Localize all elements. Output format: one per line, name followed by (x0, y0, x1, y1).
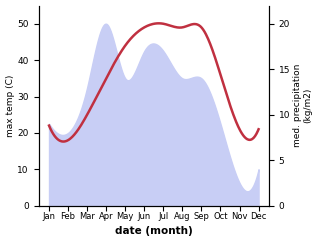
Y-axis label: max temp (C): max temp (C) (5, 74, 15, 137)
X-axis label: date (month): date (month) (115, 227, 193, 236)
Y-axis label: med. precipitation
(kg/m2): med. precipitation (kg/m2) (293, 64, 313, 147)
